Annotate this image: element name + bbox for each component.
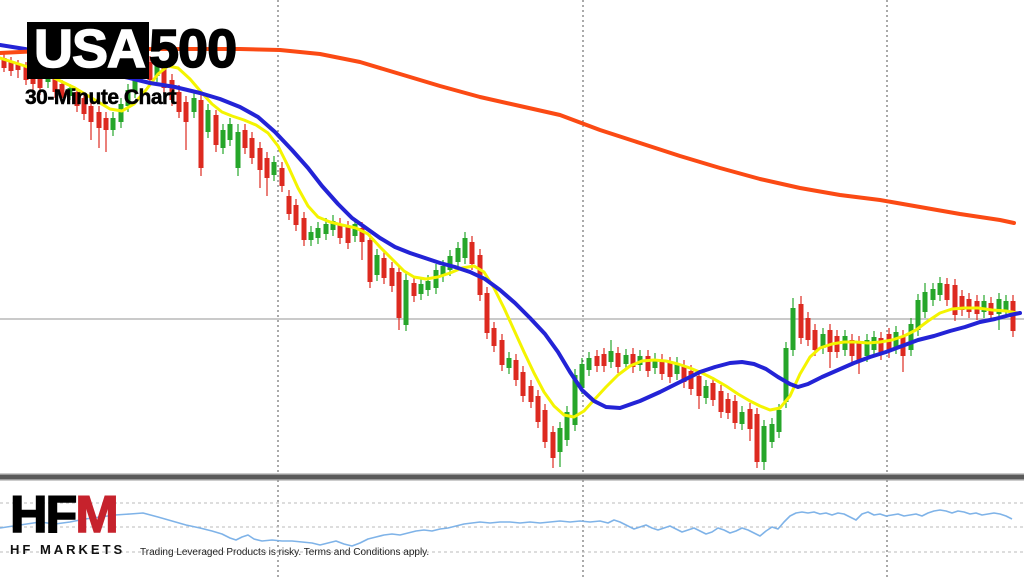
- disclaimer-text: Trading Leveraged Products is risky. Ter…: [140, 547, 430, 558]
- lower-tick-line: [0, 509, 1013, 547]
- ma-slow-orange: [0, 47, 1016, 225]
- chart-subtitle: 30-Minute Chart: [25, 86, 177, 110]
- logo-letter-m: M: [75, 486, 120, 544]
- hfm-logo-caption: HF MARKETS: [10, 542, 126, 557]
- candles-layer: [1, 54, 1016, 470]
- symbol-rest: 500: [148, 19, 238, 79]
- logo-letters-hf: HF: [9, 486, 78, 544]
- ma-fast-yellow: [0, 56, 1020, 419]
- ma-medium-blue: [0, 43, 1022, 410]
- hfm-logo-word: HFM: [9, 488, 125, 542]
- chart-title: USA500: [27, 19, 238, 79]
- symbol-highlight: USA: [27, 21, 150, 79]
- hfm-logo: HFM HF MARKETS: [9, 488, 126, 557]
- panel-separator: [0, 473, 1024, 481]
